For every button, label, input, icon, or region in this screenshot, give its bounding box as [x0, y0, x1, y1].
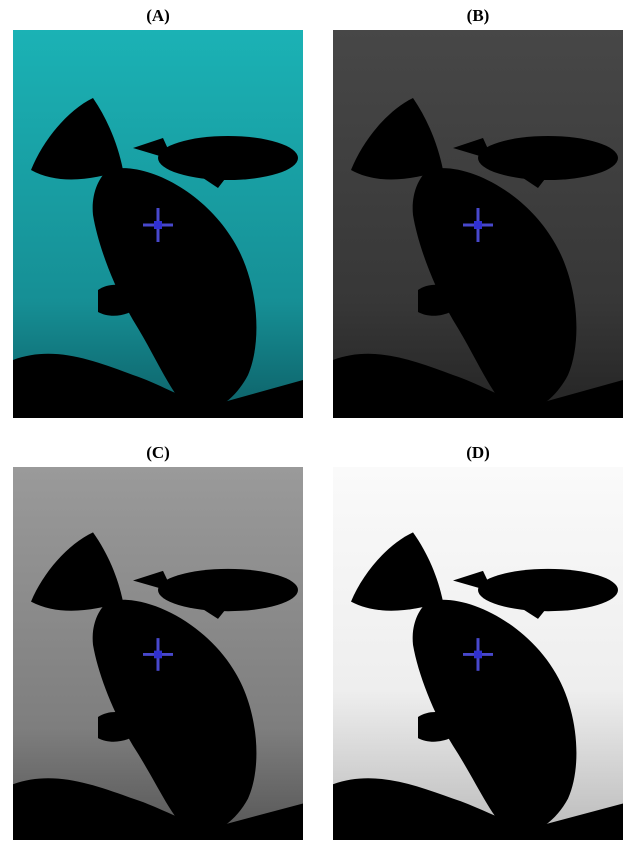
panel-label: (D): [466, 443, 490, 462]
panel-label: (A): [146, 6, 170, 25]
panel-b: (B) .pb .body{fill:#5e5e5e}.pb .fin{fill…: [333, 6, 623, 418]
panel-c: (C) .pc .body{fill:#b4b4b4}.pc .fin{fill…: [13, 443, 303, 840]
panel-label: (B): [467, 6, 490, 25]
panel-a: (A) .pa .body{fill:#72e3ea}.pa .fin{fill…: [13, 6, 303, 418]
figure: (A) .pa .body{fill:#72e3ea}.pa .fin{fill…: [0, 0, 627, 841]
panel-d: (D) .pd .body{fill:#ffffff}.pd .fin{fill…: [333, 443, 623, 840]
panel-label: (C): [146, 443, 170, 462]
